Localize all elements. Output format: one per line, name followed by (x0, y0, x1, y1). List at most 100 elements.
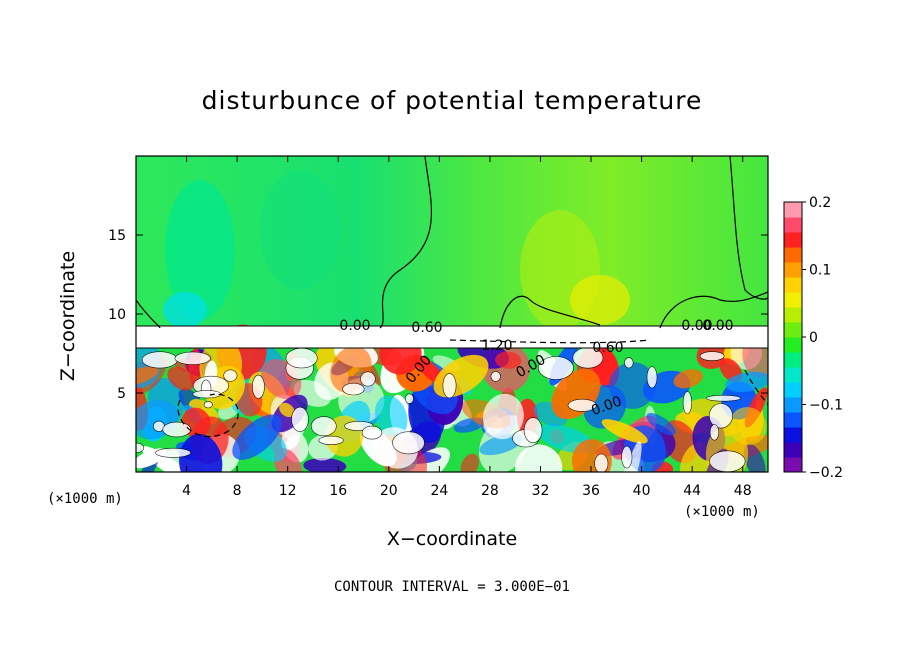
field-blob (167, 366, 195, 391)
colorbar-tick-label: 0 (809, 330, 818, 346)
y-tick-label: 5 (117, 386, 126, 402)
field-core (708, 403, 733, 429)
field-core (360, 371, 376, 387)
colorbar: 0.2 0.1 0 −0.1 −0.2 (783, 195, 843, 481)
field-core (318, 435, 344, 446)
field-blob (460, 453, 479, 472)
field-core (203, 401, 213, 409)
field-core (523, 417, 543, 444)
field-core (594, 453, 609, 472)
field-core (392, 431, 425, 455)
field-core (706, 394, 741, 402)
field-blob (279, 402, 295, 417)
field-blob (179, 433, 223, 472)
x-tick-label: 4 (182, 483, 191, 499)
field-core (490, 371, 501, 382)
x-tick-label: 44 (683, 483, 701, 499)
field-blob (609, 362, 656, 409)
field-core (361, 425, 383, 440)
colorbar-swatch (784, 262, 802, 278)
field-core (646, 366, 658, 389)
field-core (291, 406, 309, 432)
field-blob (482, 393, 524, 440)
y-tick-label: 15 (108, 228, 126, 244)
field-blob (479, 433, 523, 456)
x-tick-label: 12 (279, 483, 297, 499)
field-core (567, 398, 597, 412)
field-core (624, 357, 634, 369)
field-blob (728, 407, 767, 446)
colorbar-swatch (784, 427, 802, 443)
x-tick-label: 36 (582, 483, 600, 499)
field-blob (136, 366, 159, 387)
x-axis-label-text: X−coordinate (386, 528, 518, 550)
colorbar-swatch (784, 322, 802, 338)
contour-interval-note: CONTOUR INTERVAL = 3.000E−01 (333, 579, 570, 595)
field-blob (232, 414, 282, 460)
field-blob (646, 412, 676, 436)
colorbar-swatch (784, 307, 802, 323)
chart-title: disturbunce of potential temperature (201, 86, 703, 115)
x-tick-label: 28 (481, 483, 499, 499)
field-blob (744, 443, 766, 472)
field-blob (626, 441, 642, 472)
x-axis-label: X−coordinate (0, 528, 904, 550)
field-blob (673, 369, 703, 389)
field-core (682, 391, 693, 415)
field-core (223, 369, 238, 382)
x-tick-label: 20 (380, 483, 398, 499)
contour-label: 0.00 (339, 318, 370, 334)
colorbar-tick-label: 0.2 (809, 195, 831, 211)
colorbar-tick-label: 0.1 (809, 263, 831, 279)
field-blob (601, 419, 648, 444)
field-core (709, 424, 720, 441)
x-tick-label: 16 (329, 483, 347, 499)
field-core (404, 393, 414, 404)
colorbar-swatch (784, 292, 802, 308)
field-blob (303, 457, 347, 472)
field-core (310, 416, 337, 437)
colorbar-swatch (784, 457, 802, 473)
field-blob (284, 435, 300, 450)
x-tick-label: 40 (633, 483, 651, 499)
contour-label: 0.00 (681, 318, 712, 334)
contour-label: 1.20 (481, 338, 512, 354)
field-core (442, 373, 457, 399)
x-unit-left: (×1000 m) (47, 491, 123, 507)
x-unit-right: (×1000 m) (684, 504, 760, 520)
contour-label: 0.00 (702, 318, 733, 334)
colorbar-swatch (784, 337, 802, 353)
x-tick-label: 24 (430, 483, 448, 499)
field-core (285, 347, 318, 369)
field-core (709, 450, 746, 472)
colorbar-swatch (784, 277, 802, 293)
field-core (136, 442, 144, 453)
field-blob (374, 395, 408, 438)
x-tick-label: 32 (532, 483, 550, 499)
colorbar-swatch (784, 247, 802, 263)
x-tick-label: 48 (734, 483, 752, 499)
field-core (251, 374, 265, 399)
colorbar-swatch (784, 232, 802, 248)
colorbar-swatch (784, 202, 802, 218)
colorbar-swatch (784, 352, 802, 368)
field-blob (515, 444, 563, 472)
colorbar-swatch (784, 442, 802, 458)
field-core (699, 351, 725, 361)
contour-label: 0.60 (592, 340, 623, 356)
field-core (162, 421, 191, 438)
field-core (538, 356, 574, 380)
colorbar-swatch (784, 367, 802, 383)
x-tick-label: 8 (233, 483, 242, 499)
field-core (192, 390, 222, 399)
field-core (342, 382, 365, 396)
contour-lines (136, 156, 768, 438)
colorbar-swatch (784, 412, 802, 428)
colorbar-swatch (784, 382, 802, 398)
field-core (174, 351, 211, 365)
field-core (141, 351, 178, 369)
field-blob (725, 371, 768, 392)
field-blob (495, 351, 522, 369)
